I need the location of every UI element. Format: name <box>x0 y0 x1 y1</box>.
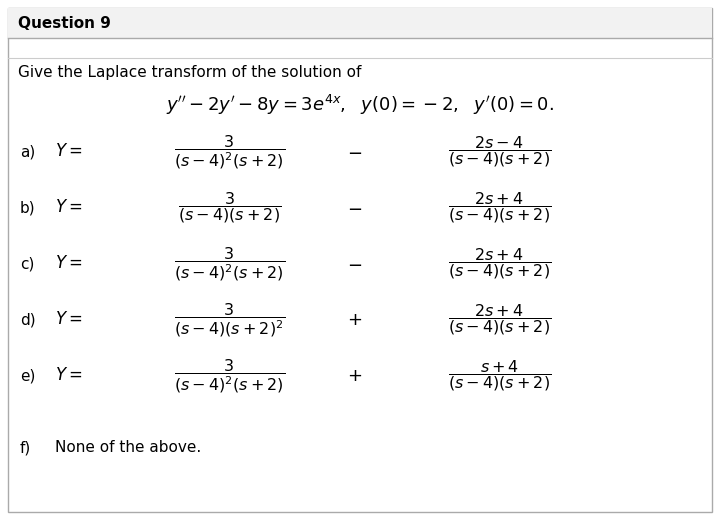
Text: $\dfrac{3}{(s-4)(s+2)}$: $\dfrac{3}{(s-4)(s+2)}$ <box>179 190 282 226</box>
Text: None of the above.: None of the above. <box>55 440 202 456</box>
Text: a): a) <box>20 145 35 160</box>
FancyBboxPatch shape <box>8 8 712 38</box>
Text: d): d) <box>20 313 35 328</box>
Text: f): f) <box>20 440 31 456</box>
Text: $Y =$: $Y =$ <box>55 311 83 329</box>
Text: $\dfrac{3}{(s-4)^2(s+2)}$: $\dfrac{3}{(s-4)^2(s+2)}$ <box>174 357 286 395</box>
Text: e): e) <box>20 369 35 384</box>
Text: b): b) <box>20 201 35 215</box>
Text: $Y =$: $Y =$ <box>55 368 83 384</box>
Text: $\dfrac{2s+4}{(s-4)(s+2)}$: $\dfrac{2s+4}{(s-4)(s+2)}$ <box>449 190 552 226</box>
Text: Question 9: Question 9 <box>18 16 111 31</box>
Text: $Y =$: $Y =$ <box>55 200 83 216</box>
Text: $-$: $-$ <box>348 143 363 161</box>
Text: Give the Laplace transform of the solution of: Give the Laplace transform of the soluti… <box>18 66 361 81</box>
Text: $\dfrac{3}{(s-4)(s+2)^2}$: $\dfrac{3}{(s-4)(s+2)^2}$ <box>174 301 286 339</box>
Text: $-$: $-$ <box>348 255 363 273</box>
Text: $\dfrac{s+4}{(s-4)(s+2)}$: $\dfrac{s+4}{(s-4)(s+2)}$ <box>449 358 552 394</box>
Text: $\dfrac{3}{(s-4)^2(s+2)}$: $\dfrac{3}{(s-4)^2(s+2)}$ <box>174 245 286 283</box>
Text: $Y =$: $Y =$ <box>55 144 83 161</box>
Text: $\dfrac{2s+4}{(s-4)(s+2)}$: $\dfrac{2s+4}{(s-4)(s+2)}$ <box>449 246 552 281</box>
Text: $+$: $+$ <box>348 311 363 329</box>
Text: c): c) <box>20 256 35 271</box>
Text: $y'' - 2y' - 8y = 3e^{4x},\ \ y(0) = -2,\ \ y'(0) = 0.$: $y'' - 2y' - 8y = 3e^{4x},\ \ y(0) = -2,… <box>166 93 554 117</box>
Text: $\dfrac{2s-4}{(s-4)(s+2)}$: $\dfrac{2s-4}{(s-4)(s+2)}$ <box>449 135 552 170</box>
Text: $+$: $+$ <box>348 367 363 385</box>
Text: $\dfrac{2s+4}{(s-4)(s+2)}$: $\dfrac{2s+4}{(s-4)(s+2)}$ <box>449 303 552 337</box>
Text: $-$: $-$ <box>348 199 363 217</box>
Text: $\dfrac{3}{(s-4)^2(s+2)}$: $\dfrac{3}{(s-4)^2(s+2)}$ <box>174 133 286 171</box>
FancyBboxPatch shape <box>8 8 712 512</box>
Text: $Y =$: $Y =$ <box>55 255 83 272</box>
